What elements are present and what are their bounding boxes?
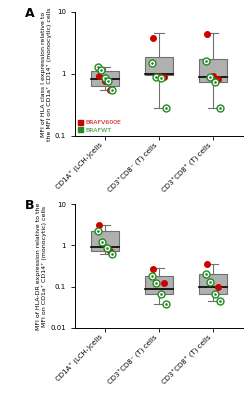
Y-axis label: MFI of HLA class I expression relative to
the MFI on CD1a⁺ CD14⁺ (monocytic) cel: MFI of HLA class I expression relative t…	[41, 7, 52, 141]
Legend: BRAFV600E, BRAFWT: BRAFV600E, BRAFWT	[78, 120, 122, 133]
Bar	[199, 59, 227, 82]
Bar	[91, 231, 119, 250]
Text: A: A	[25, 7, 34, 20]
Text: B: B	[25, 199, 34, 212]
Bar	[145, 276, 173, 294]
Bar	[199, 274, 227, 294]
Y-axis label: MFI of HLA-DR expression relative to the
MFI on CD1a⁺ CD14⁺ (monocytic) cells: MFI of HLA-DR expression relative to the…	[36, 202, 48, 330]
Bar	[91, 71, 119, 86]
Bar	[145, 57, 173, 75]
